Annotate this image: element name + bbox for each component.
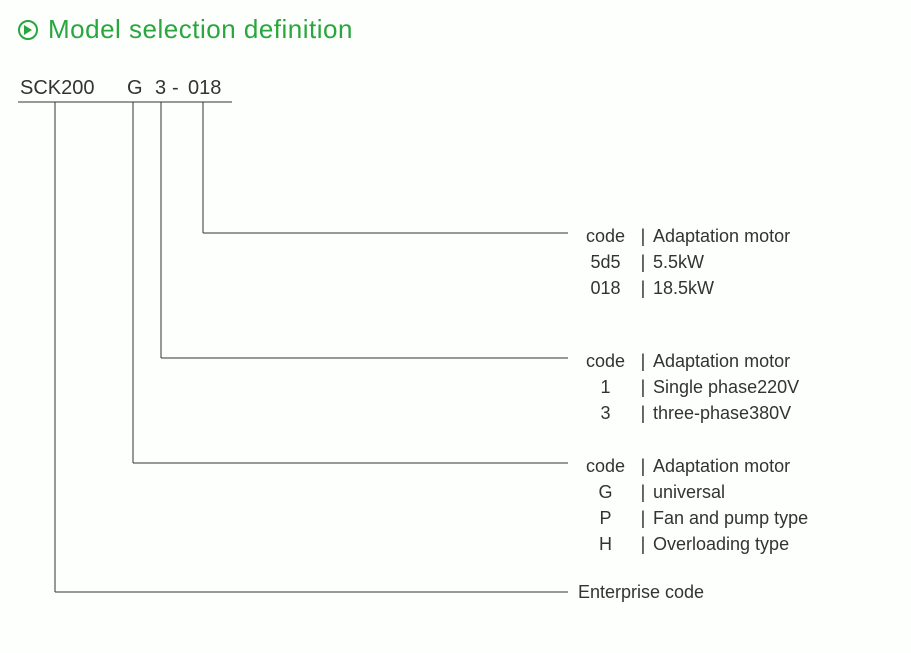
def-value: Overloading type xyxy=(653,531,789,557)
def-row: 018 | 18.5kW xyxy=(578,275,790,301)
def-code: 018 xyxy=(578,275,633,301)
def-block-power: code | Adaptation motor 5d5 | 5.5kW 018 … xyxy=(578,223,790,301)
def-header: code | Adaptation motor xyxy=(578,348,799,374)
model-segment-dash: - xyxy=(172,77,179,100)
separator-icon: | xyxy=(633,531,653,557)
def-header: code | Adaptation motor xyxy=(578,223,790,249)
model-segment-series: G xyxy=(127,77,143,100)
def-code: G xyxy=(578,479,633,505)
separator-icon: | xyxy=(633,453,653,479)
def-row: 1 | Single phase220V xyxy=(578,374,799,400)
model-segment-phase: 3 xyxy=(155,77,166,100)
def-code: H xyxy=(578,531,633,557)
def-header-value: Adaptation motor xyxy=(653,453,790,479)
def-header-value: Adaptation motor xyxy=(653,223,790,249)
separator-icon: | xyxy=(633,374,653,400)
def-code: 3 xyxy=(578,400,633,426)
def-header-code: code xyxy=(578,453,633,479)
def-block-series: code | Adaptation motor G | universal P … xyxy=(578,453,808,557)
def-row: P | Fan and pump type xyxy=(578,505,808,531)
def-value: 5.5kW xyxy=(653,249,704,275)
separator-icon: | xyxy=(633,505,653,531)
separator-icon: | xyxy=(633,348,653,374)
separator-icon: | xyxy=(633,400,653,426)
def-code: 1 xyxy=(578,374,633,400)
def-code: 5d5 xyxy=(578,249,633,275)
def-block-phase: code | Adaptation motor 1 | Single phase… xyxy=(578,348,799,426)
enterprise-code-label: Enterprise code xyxy=(578,582,704,603)
def-header-code: code xyxy=(578,223,633,249)
separator-icon: | xyxy=(633,223,653,249)
section-title-row: Model selection definition xyxy=(18,14,353,45)
separator-icon: | xyxy=(633,479,653,505)
def-value: universal xyxy=(653,479,725,505)
def-row: 3 | three-phase380V xyxy=(578,400,799,426)
def-header-value: Adaptation motor xyxy=(653,348,790,374)
model-segment-power: 018 xyxy=(188,77,221,100)
def-row: H | Overloading type xyxy=(578,531,808,557)
model-segment-enterprise: SCK200 xyxy=(20,77,95,100)
def-row: G | universal xyxy=(578,479,808,505)
play-circle-icon xyxy=(18,20,38,40)
separator-icon: | xyxy=(633,275,653,301)
def-row: 5d5 | 5.5kW xyxy=(578,249,790,275)
def-value: three-phase380V xyxy=(653,400,791,426)
def-value: Single phase220V xyxy=(653,374,799,400)
section-title: Model selection definition xyxy=(48,14,353,45)
def-header-code: code xyxy=(578,348,633,374)
def-value: Fan and pump type xyxy=(653,505,808,531)
def-value: 18.5kW xyxy=(653,275,714,301)
def-code: P xyxy=(578,505,633,531)
def-header: code | Adaptation motor xyxy=(578,453,808,479)
separator-icon: | xyxy=(633,249,653,275)
